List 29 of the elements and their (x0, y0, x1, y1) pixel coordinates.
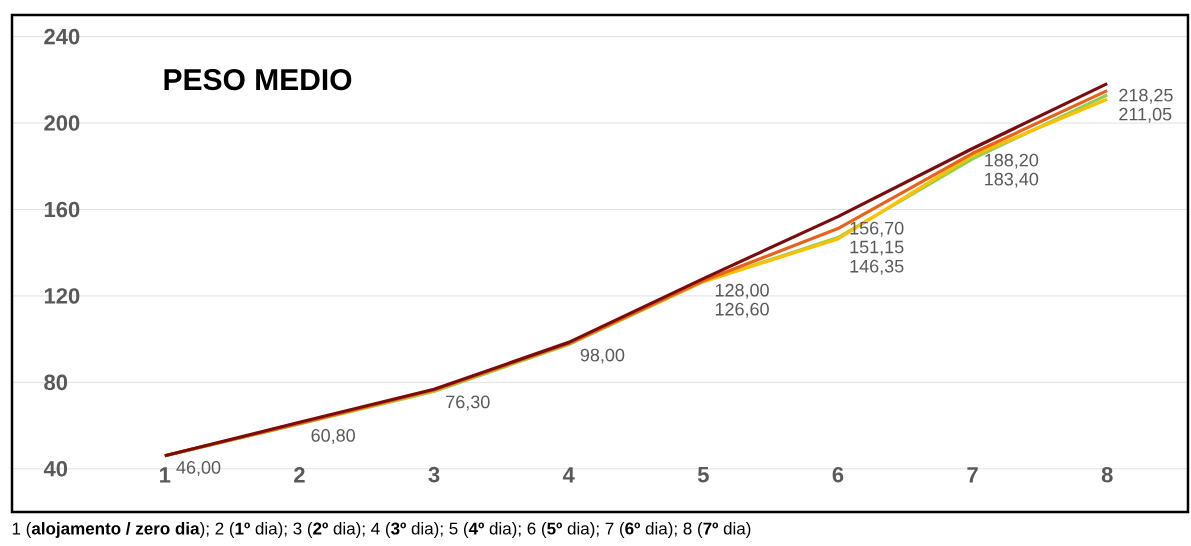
y-tick-label: 160 (44, 201, 80, 218)
y-tick-label: 120 (44, 288, 80, 304)
data-label: 60,80 (311, 429, 355, 444)
data-label: 98,00 (580, 348, 625, 364)
y-tick-label: 80 (44, 374, 68, 391)
data-label: 183,40 (985, 172, 1039, 188)
x-tick-label: 8 (1101, 466, 1113, 483)
data-label: 188,20 (985, 153, 1039, 169)
data-label: 126,60 (715, 302, 769, 318)
y-tick-label: 240 (44, 28, 80, 45)
data-label: 76,30 (446, 395, 490, 411)
data-label: 46,00 (176, 461, 221, 476)
x-tick-label: 7 (967, 467, 978, 483)
x-tick-label: 3 (428, 466, 440, 483)
x-tick-label: 5 (697, 467, 709, 483)
x-tick-label: 4 (562, 467, 575, 483)
x-tick-label: 1 (160, 467, 171, 483)
x-tick-label: 2 (294, 467, 305, 483)
data-label: 128,00 (715, 283, 769, 299)
data-label: 218,25 (1119, 88, 1173, 104)
data-label: 211,05 (1119, 107, 1172, 123)
text: PESO MEDIO (164, 68, 352, 91)
y-tick-label: 200 (44, 115, 80, 131)
data-label: 151,15 (850, 240, 904, 256)
y-tick-label: 40 (43, 461, 68, 477)
data-label: 156,70 (850, 221, 904, 237)
text: 1 (alojamento / zero dia); 2 (1º dia); 3 (2º dia); 4 (3º dia); 5 (4º dia); 6 (5º dia); 7 (6º dia); 8 (7º dia) (12, 522, 751, 538)
x-tick-label: 6 (832, 466, 844, 483)
data-label: 146,35 (850, 259, 904, 275)
